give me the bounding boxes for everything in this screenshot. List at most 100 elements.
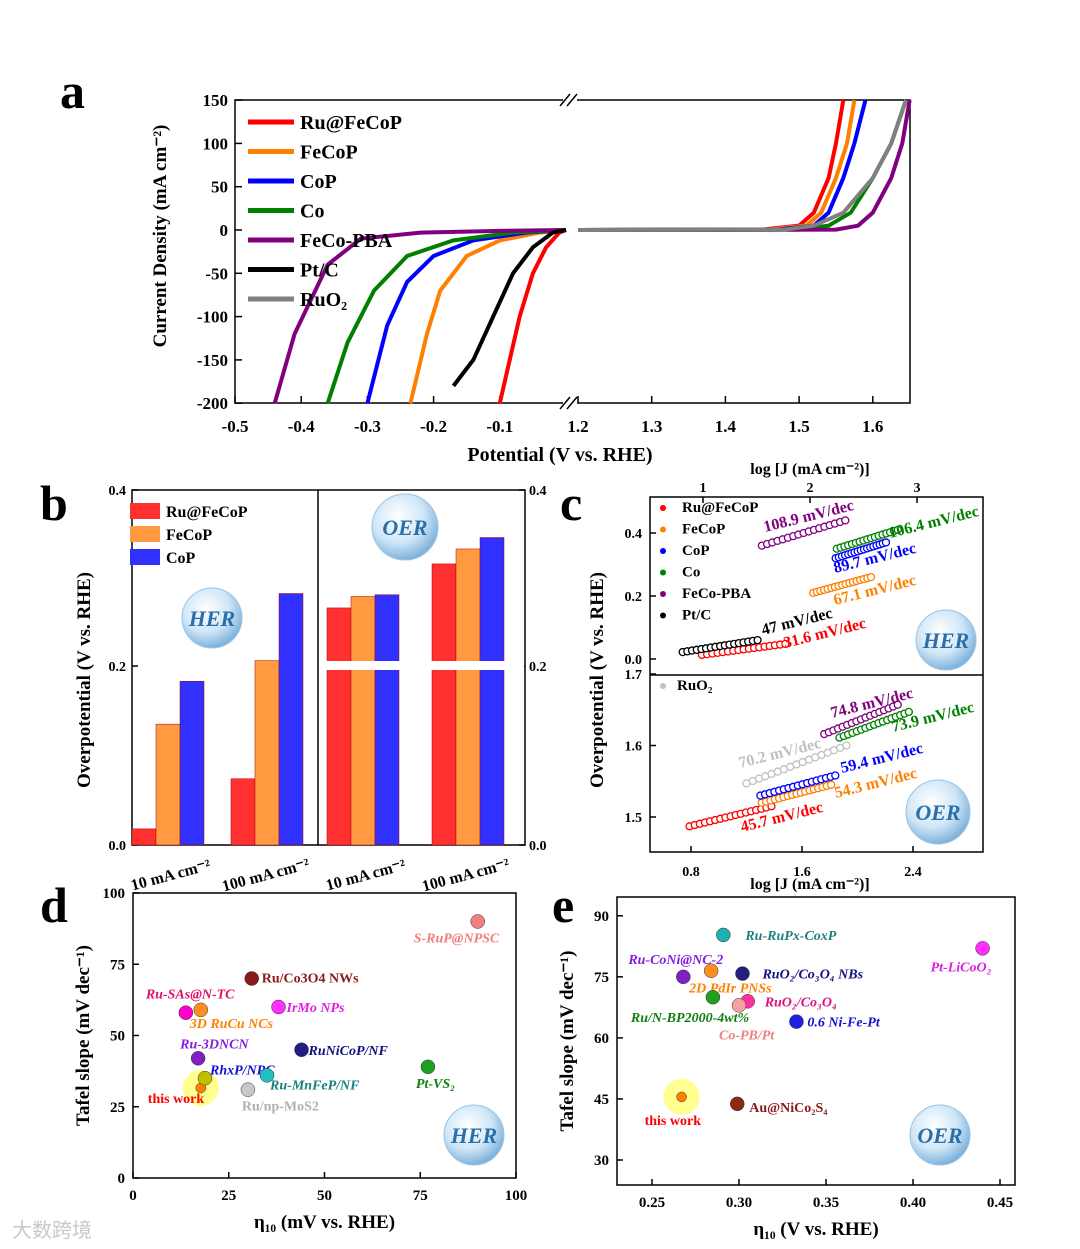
y-axis-label: Tafel slope (mV dec⁻¹) bbox=[73, 945, 94, 1126]
y-tick-label: -150 bbox=[197, 351, 228, 370]
y-tick-label: -200 bbox=[197, 394, 228, 413]
y-tick-label: 50 bbox=[211, 178, 228, 197]
x-tick-label: 1.2 bbox=[567, 417, 588, 436]
y-tick-label: 0.4 bbox=[529, 484, 547, 499]
x-axis-label-top: log [J (mA cm⁻²)] bbox=[750, 461, 869, 478]
y-axis-label: Current Density (mA cm⁻²) bbox=[150, 125, 171, 348]
watermark: 大数跨境 bbox=[12, 1218, 92, 1242]
x-tick-label: 0.30 bbox=[726, 1195, 752, 1211]
bubble-label: OER bbox=[382, 515, 427, 540]
data-point bbox=[197, 1071, 213, 1086]
data-point bbox=[190, 1051, 206, 1066]
y-axis-label: Overpotential (V vs. RHE) bbox=[587, 572, 608, 788]
y-tick-label: 30 bbox=[594, 1153, 609, 1169]
y-tick-label: -100 bbox=[197, 308, 228, 327]
point-label: Au@NiCo₂S₄ bbox=[749, 1101, 828, 1116]
curve-oer bbox=[577, 99, 846, 232]
panel-label-e: e bbox=[552, 877, 574, 933]
legend-label: CoP bbox=[300, 171, 337, 193]
x-tick-label: 0.40 bbox=[900, 1195, 926, 1211]
panel-label-a: a bbox=[60, 63, 85, 119]
point-label: Ru/N-BP2000-4wt% bbox=[630, 1011, 749, 1026]
x-tick-label: 25 bbox=[221, 1188, 236, 1204]
y-tick-label: 0.2 bbox=[625, 590, 643, 605]
legend-marker bbox=[660, 683, 666, 689]
x-axis-label-bottom: log [J (mA cm⁻²)] bbox=[750, 876, 869, 893]
data-point bbox=[271, 999, 286, 1015]
data-point bbox=[178, 1005, 194, 1020]
x-tick-label: 1.6 bbox=[862, 417, 883, 436]
legend-label: Ru@FeCoP bbox=[166, 504, 248, 521]
data-point bbox=[470, 914, 485, 929]
x-tick-label: 2.4 bbox=[904, 865, 922, 880]
x-tick-label: 10 mA cm⁻² bbox=[324, 857, 407, 895]
legend-label: FeCoP bbox=[682, 522, 725, 538]
data-point bbox=[753, 635, 762, 645]
legend-label: Co bbox=[300, 201, 324, 223]
bar bbox=[455, 548, 481, 846]
legend-swatch bbox=[130, 503, 160, 519]
axis-break bbox=[563, 95, 577, 408]
bar bbox=[431, 563, 457, 846]
bar bbox=[350, 596, 376, 846]
x-tick-label: 3 bbox=[914, 481, 921, 496]
curve-her bbox=[497, 228, 567, 404]
data-point bbox=[789, 1014, 804, 1029]
y-tick-label: 150 bbox=[203, 91, 229, 110]
point-label: S-RuP@NPSC bbox=[414, 932, 500, 947]
y-tick-label: 0.0 bbox=[109, 839, 127, 854]
data-point bbox=[240, 1082, 256, 1097]
legend-marker bbox=[660, 505, 666, 511]
bubble-icon bbox=[909, 1104, 971, 1166]
y-axis-label: Tafel slope (mV dec⁻¹) bbox=[557, 951, 578, 1132]
data-point bbox=[731, 998, 747, 1013]
data-point bbox=[893, 700, 902, 709]
point-label: Ru/np-MoS2 bbox=[242, 1100, 319, 1115]
bubble-label: OER bbox=[915, 800, 960, 825]
legend-label: RuO₂ bbox=[300, 289, 347, 311]
data-point bbox=[716, 927, 731, 943]
legend-marker bbox=[660, 526, 666, 533]
legend-label: Pt/C bbox=[682, 608, 711, 624]
y-tick-label: 25 bbox=[110, 1100, 125, 1116]
point-label: 3D RuCu NCs bbox=[189, 1017, 274, 1032]
plot-frame bbox=[616, 896, 1016, 1186]
legend-label: FeCoP bbox=[166, 527, 212, 544]
y-tick-label: 50 bbox=[110, 1029, 125, 1045]
y-axis-label: Overpotential (V vs. RHE) bbox=[74, 572, 95, 788]
data-point bbox=[676, 969, 691, 985]
bubble-icon bbox=[371, 493, 439, 561]
y-tick-label: 1.6 bbox=[625, 740, 643, 755]
bubble-label: HER bbox=[450, 1123, 497, 1148]
data-point bbox=[881, 538, 891, 547]
data-point bbox=[893, 525, 902, 534]
bar bbox=[278, 593, 304, 846]
bar bbox=[374, 594, 400, 846]
panel-label-b: b bbox=[40, 475, 68, 531]
legend-label: Ru@FeCoP bbox=[300, 112, 402, 134]
bubble-icon bbox=[905, 779, 971, 845]
y-tick-label: 0.4 bbox=[109, 484, 127, 499]
y-tick-label: 75 bbox=[110, 957, 125, 973]
bar bbox=[230, 778, 256, 846]
bar bbox=[155, 723, 181, 846]
break-mark bbox=[566, 396, 578, 410]
data-point bbox=[420, 1059, 436, 1075]
legend-label: FeCoP bbox=[300, 142, 358, 164]
bar bbox=[326, 607, 352, 846]
y-tick-label: 90 bbox=[594, 909, 609, 925]
legend-marker bbox=[660, 569, 666, 576]
y-tick-label: 0 bbox=[118, 1171, 126, 1187]
bar bbox=[254, 660, 280, 846]
x-tick-label: -0.2 bbox=[420, 417, 447, 436]
legend-label: Ru@FeCoP bbox=[682, 500, 758, 516]
legend-label: FeCo-PBA bbox=[300, 230, 393, 252]
legend-swatch bbox=[130, 549, 160, 565]
axis-break bbox=[319, 661, 524, 670]
x-tick-label: -0.5 bbox=[222, 417, 249, 436]
legend-label: FeCo-PBA bbox=[682, 586, 751, 602]
data-point bbox=[781, 639, 790, 649]
legend-marker bbox=[660, 591, 666, 597]
x-axis-label: η₁₀ (V vs. RHE) bbox=[753, 1219, 878, 1240]
